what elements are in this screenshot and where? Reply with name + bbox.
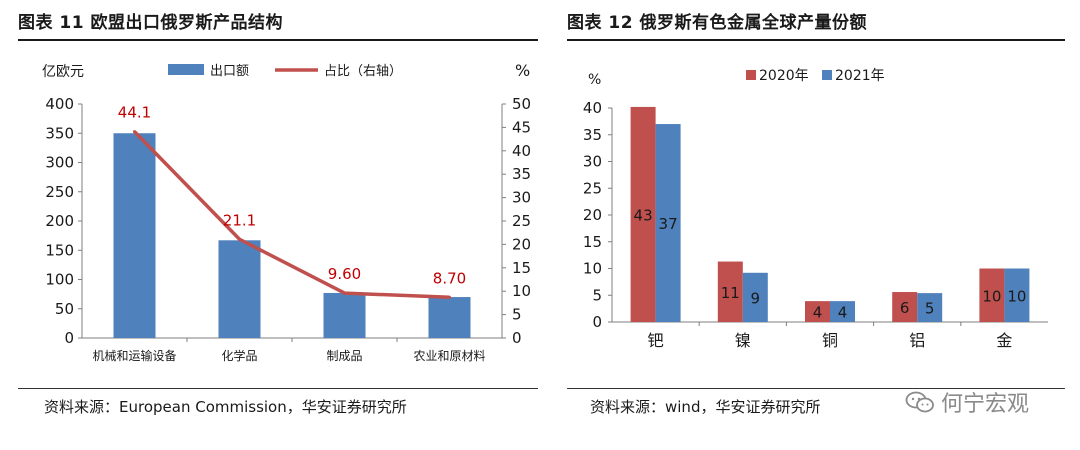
right-chart-y-tick-label: 20 — [583, 206, 602, 224]
left-source-rule — [18, 388, 538, 389]
metal-category-label: 镍 — [735, 331, 751, 350]
share-line — [133, 130, 450, 300]
right-y-tick-label: 0 — [512, 329, 522, 347]
share-point — [343, 291, 346, 295]
right-y-tick-label: 20 — [512, 235, 531, 253]
share-bar-label: 6 — [900, 299, 910, 317]
right-y-tick-label: 25 — [512, 212, 531, 230]
metal-category-label: 铝 — [909, 331, 925, 350]
right-y-tick-label: 50 — [512, 95, 531, 113]
left-y-tick-label: 300 — [45, 154, 74, 172]
left-y-tick-label: 150 — [45, 241, 74, 259]
share-bar-2021年 — [742, 272, 768, 322]
right-chart-y-tick-label: 35 — [583, 126, 602, 144]
right-y-tick-label: 5 — [512, 306, 522, 324]
right-y-axis-label: % — [515, 61, 530, 80]
export-bar — [323, 292, 366, 338]
left-title-rule — [18, 39, 538, 41]
legend-label-2021: 2021年 — [835, 68, 885, 84]
left-y-axis-label: 亿欧元 — [42, 64, 84, 80]
legend-swatch-2020 — [746, 70, 756, 80]
left-y-tick-label: 250 — [45, 183, 74, 201]
x-category-label: 农业和原材料 — [413, 349, 485, 363]
share-bar-label: 11 — [721, 284, 740, 302]
x-category-label: 化学品 — [221, 348, 257, 363]
share-point — [238, 237, 241, 241]
wechat-icon — [905, 391, 934, 413]
share-bar-label: 5 — [925, 300, 935, 318]
metal-category-label: 金 — [996, 331, 1012, 350]
share-data-label: 44.1 — [118, 104, 151, 122]
right-chart-y-tick-label: 15 — [583, 233, 602, 251]
legend-swatch-export — [168, 64, 204, 75]
export-bar — [428, 297, 471, 338]
left-y-tick-label: 200 — [45, 212, 74, 230]
share-bar-label: 9 — [751, 289, 761, 307]
x-category-label: 制成品 — [326, 349, 362, 363]
right-y-tick-label: 15 — [512, 259, 531, 277]
legend-label-share: 占比（右轴） — [324, 64, 402, 79]
export-bar — [113, 133, 156, 338]
right-source-note: 资料来源：wind，华安证券研究所 — [590, 398, 821, 416]
left-y-tick-label: 400 — [45, 95, 74, 113]
right-chart-y-tick-label: 10 — [583, 260, 602, 278]
right-chart-y-tick-label: 25 — [583, 179, 602, 197]
share-bar-2021年 — [1004, 268, 1030, 322]
right-chart-y-tick-label: 40 — [583, 99, 602, 117]
right-title-rule — [567, 39, 1065, 41]
right-chart-y-tick-label: 30 — [583, 153, 602, 171]
share-bar-2020年 — [805, 301, 830, 322]
share-bar-2020年 — [717, 261, 743, 322]
export-bar — [218, 240, 261, 338]
left-y-tick-label: 350 — [45, 124, 74, 142]
share-bar-label: 4 — [813, 304, 823, 322]
share-bar-label: 10 — [982, 287, 1001, 305]
right-chart-title: 图表 12 俄罗斯有色金属全球产量份额 — [567, 13, 867, 33]
share-bar-label: 10 — [1007, 287, 1026, 305]
share-bar-2021年 — [917, 293, 943, 322]
share-data-label: 9.60 — [328, 265, 361, 283]
right-y-tick-label: 45 — [512, 118, 531, 136]
right-chart-y-axis-label: % — [588, 72, 601, 88]
share-point — [448, 295, 451, 299]
share-data-label: 8.70 — [433, 269, 466, 287]
share-bar-2021年 — [655, 124, 681, 322]
left-source-note: 资料来源：European Commission，华安证券研究所 — [44, 398, 407, 416]
metal-category-label: 钯 — [648, 331, 664, 350]
right-y-tick-label: 40 — [512, 142, 531, 160]
right-source-rule — [567, 388, 1065, 389]
share-bar-label: 4 — [838, 304, 848, 322]
right-chart-y-tick-label: 5 — [592, 286, 602, 304]
share-data-label: 21.1 — [223, 211, 256, 229]
x-category-label: 机械和运输设备 — [92, 348, 176, 363]
legend-swatch-2021 — [822, 70, 832, 80]
left-y-tick-label: 50 — [55, 300, 74, 318]
watermark-text: 何宁宏观 — [941, 392, 1030, 417]
legend-label-export: 出口额 — [210, 64, 249, 79]
share-bar-2020年 — [979, 268, 1005, 322]
left-y-tick-label: 0 — [64, 329, 74, 347]
left-chart-title: 图表 11 欧盟出口俄罗斯产品结构 — [18, 13, 283, 33]
share-bar-2020年 — [892, 292, 918, 322]
right-chart-y-tick-label: 0 — [592, 313, 602, 331]
right-y-tick-label: 35 — [512, 165, 531, 183]
share-bar-2021年 — [830, 301, 855, 322]
watermark: 何宁宏观 — [905, 386, 1029, 418]
share-bar-2020年 — [630, 106, 656, 323]
share-point — [133, 130, 136, 134]
metal-category-label: 铜 — [822, 331, 838, 350]
share-bar-label: 43 — [634, 206, 653, 224]
right-y-tick-label: 30 — [512, 189, 531, 207]
share-bar-label: 37 — [659, 215, 678, 233]
legend-label-2020: 2020年 — [759, 68, 809, 84]
left-y-tick-label: 100 — [45, 271, 74, 289]
right-y-tick-label: 10 — [512, 282, 531, 300]
